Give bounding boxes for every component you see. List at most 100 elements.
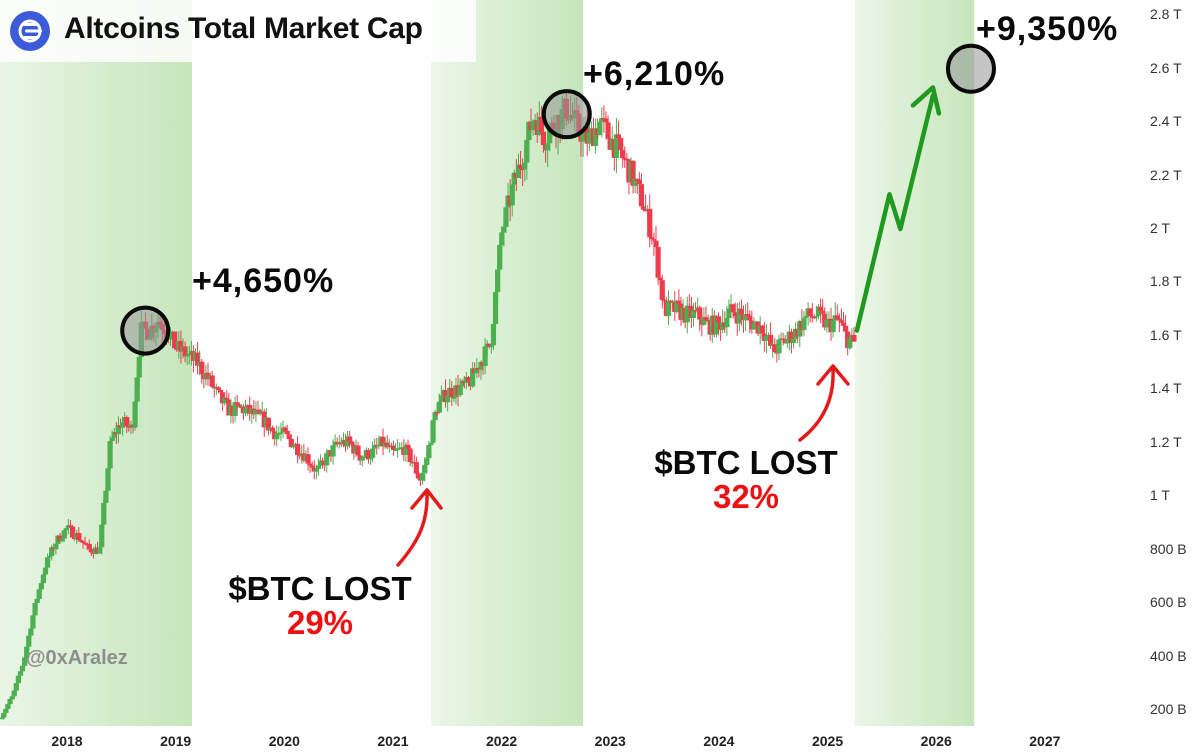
candle-body <box>524 140 530 163</box>
candle-body <box>597 121 603 136</box>
candle-body <box>126 426 132 428</box>
candle-body <box>732 312 738 317</box>
candle-body <box>11 690 17 697</box>
candle-body <box>801 318 807 331</box>
candle <box>738 299 745 326</box>
candle-body <box>838 320 845 323</box>
candle <box>449 381 455 406</box>
annotation-btc-lost-2020: $BTC LOST 29% <box>228 572 411 640</box>
candle-body <box>622 157 628 160</box>
candle <box>13 682 19 693</box>
candle-body <box>776 339 782 354</box>
candle-body <box>426 444 432 459</box>
candle <box>355 441 361 457</box>
x-tick-label: 2020 <box>268 733 300 749</box>
candle <box>597 119 603 136</box>
candle-body <box>743 314 749 321</box>
candle <box>19 664 26 675</box>
candle-body <box>0 717 5 720</box>
candle <box>347 430 353 448</box>
candle-body <box>790 338 797 344</box>
candle-body <box>630 160 636 186</box>
candle-body <box>830 320 836 333</box>
candle-body <box>49 547 55 556</box>
candle <box>69 524 76 539</box>
candle <box>430 419 436 446</box>
candle <box>82 536 88 545</box>
candle <box>232 396 238 423</box>
candle-body <box>592 128 599 147</box>
candle-body <box>438 395 444 402</box>
candle-body <box>605 122 611 139</box>
candle-body <box>330 445 336 457</box>
candle-body <box>509 184 515 206</box>
candle-body <box>807 308 813 317</box>
candle <box>194 342 201 375</box>
candle-body <box>690 309 697 318</box>
candle-body <box>834 315 840 319</box>
candle <box>24 645 30 662</box>
candle-body <box>384 442 390 448</box>
candle-body <box>182 346 188 357</box>
candle-body <box>451 397 457 399</box>
candle-body <box>167 334 174 340</box>
candle-body <box>403 444 409 456</box>
candle <box>172 331 178 349</box>
candle-body <box>763 336 770 341</box>
candle-body <box>676 300 682 304</box>
shaded-period-1 <box>0 0 192 726</box>
candle-body <box>199 361 205 375</box>
candle-body <box>88 549 94 553</box>
candle-body <box>172 331 178 349</box>
y-tick-label: 2.6 T <box>1150 59 1182 76</box>
candle <box>815 303 822 320</box>
candle <box>492 288 499 328</box>
candle <box>253 401 259 423</box>
annotation-btc-lost-2020-label: $BTC LOST <box>228 570 412 607</box>
candle-body <box>132 401 138 428</box>
candle-body <box>501 227 507 233</box>
candle-body <box>586 132 592 144</box>
candle-body <box>222 397 228 404</box>
candle <box>186 345 192 365</box>
candle-body <box>824 319 830 328</box>
candle-body <box>274 433 280 440</box>
candle <box>182 341 188 363</box>
candle-body <box>684 305 690 323</box>
candle-body <box>103 490 109 503</box>
candle-body <box>651 239 657 241</box>
candle <box>726 299 732 323</box>
candle-body <box>424 458 430 465</box>
candle-body <box>57 535 63 542</box>
candle-body <box>620 150 626 158</box>
candle-body <box>665 300 672 316</box>
candle-body <box>97 547 103 554</box>
candle <box>490 321 497 351</box>
candle-body <box>317 460 324 466</box>
candle-body <box>738 308 745 315</box>
candle-body <box>640 206 647 210</box>
candle <box>86 539 92 551</box>
candle <box>659 274 665 309</box>
candle-body <box>851 334 857 342</box>
candle-body <box>288 439 294 448</box>
candle-body <box>490 323 497 346</box>
candle-body <box>282 427 288 432</box>
candle <box>380 428 386 456</box>
candle <box>36 588 42 601</box>
candle-body <box>278 432 284 434</box>
candle <box>745 302 751 318</box>
candle-body <box>697 307 703 320</box>
candle <box>840 312 847 327</box>
candle <box>32 602 38 618</box>
candle <box>105 466 111 495</box>
candle-body <box>101 502 107 525</box>
candle-body <box>324 453 330 466</box>
x-tick-label: 2023 <box>594 733 626 749</box>
candle <box>359 456 365 467</box>
candle <box>847 338 853 350</box>
candle-body <box>703 317 709 320</box>
candle <box>613 117 620 174</box>
candle-body <box>459 380 465 387</box>
candle-body <box>305 454 311 464</box>
